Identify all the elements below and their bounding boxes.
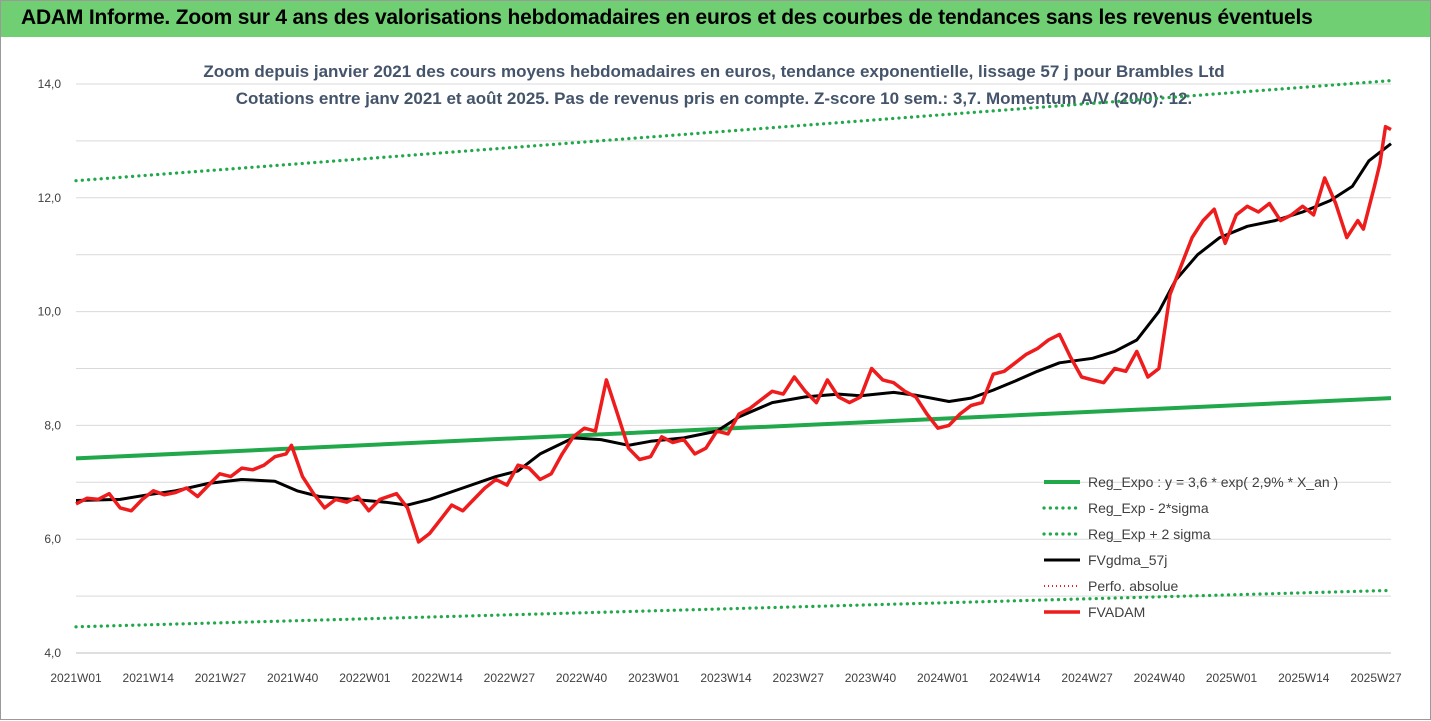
legend-label: FVADAM — [1088, 604, 1145, 620]
y-tick-label: 4,0 — [44, 646, 61, 660]
x-axis: 2021W01 2021W14 2021W27 2021W40 2022W01 2022W… — [50, 652, 1402, 685]
x-tick-label: 2022W01 — [339, 671, 391, 685]
legend: Reg_Expo : y = 3,6 * exp( 2,9% * X_an ) R… — [1042, 474, 1338, 620]
x-tick-label: 2021W40 — [267, 671, 319, 685]
x-tick-label: 2022W40 — [556, 671, 608, 685]
legend-label: Reg_Expo : y = 3,6 * exp( 2,9% * X_an ) — [1088, 474, 1338, 490]
x-tick-label: 2025W01 — [1206, 671, 1258, 685]
series-line-1 — [74, 588, 1393, 629]
series-lines — [74, 79, 1393, 629]
series-line-0 — [75, 396, 1392, 461]
x-tick-label: 2023W01 — [628, 671, 680, 685]
report-title: ADAM Informe. Zoom sur 4 ans des valoris… — [21, 6, 1313, 29]
series-line-3 — [75, 142, 1392, 507]
x-tick-label: 2024W27 — [1061, 671, 1113, 685]
y-tick-label: 12,0 — [38, 191, 62, 205]
x-tick-label: 2023W40 — [845, 671, 897, 685]
y-axis: 4,0 6,0 8,0 10,0 12,0 14,0 — [38, 77, 62, 660]
legend-label: Reg_Exp - 2*sigma — [1088, 500, 1209, 516]
y-tick-label: 14,0 — [38, 77, 62, 91]
report-banner: ADAM Informe. Zoom sur 4 ans des valoris… — [1, 1, 1430, 37]
x-tick-label: 2024W01 — [917, 671, 969, 685]
y-tick-label: 6,0 — [44, 532, 61, 546]
x-tick-label: 2024W40 — [1134, 671, 1186, 685]
x-tick-label: 2023W14 — [700, 671, 752, 685]
x-tick-label: 2022W14 — [411, 671, 463, 685]
x-tick-label: 2025W27 — [1350, 671, 1402, 685]
chart-title: Zoom depuis janvier 2021 des cours moyen… — [203, 62, 1224, 81]
x-tick-label: 2021W01 — [50, 671, 102, 685]
legend-label: Perfo. absolue — [1088, 578, 1178, 594]
legend-label: Reg_Exp + 2 sigma — [1088, 526, 1211, 542]
y-tick-label: 8,0 — [44, 418, 61, 432]
x-tick-label: 2024W14 — [989, 671, 1041, 685]
series-line-2 — [74, 79, 1393, 183]
x-tick-label: 2021W27 — [195, 671, 247, 685]
chart-subtitle: Cotations entre janv 2021 et août 2025. … — [236, 89, 1192, 108]
x-tick-label: 2023W27 — [773, 671, 825, 685]
y-tick-label: 10,0 — [38, 305, 62, 319]
x-tick-label: 2025W14 — [1278, 671, 1330, 685]
gridlines — [76, 83, 1391, 654]
series-line-5 — [75, 124, 1392, 544]
x-tick-label: 2022W27 — [484, 671, 536, 685]
legend-label: FVgdma_57j — [1088, 552, 1167, 568]
x-tick-label: 2021W14 — [123, 671, 175, 685]
